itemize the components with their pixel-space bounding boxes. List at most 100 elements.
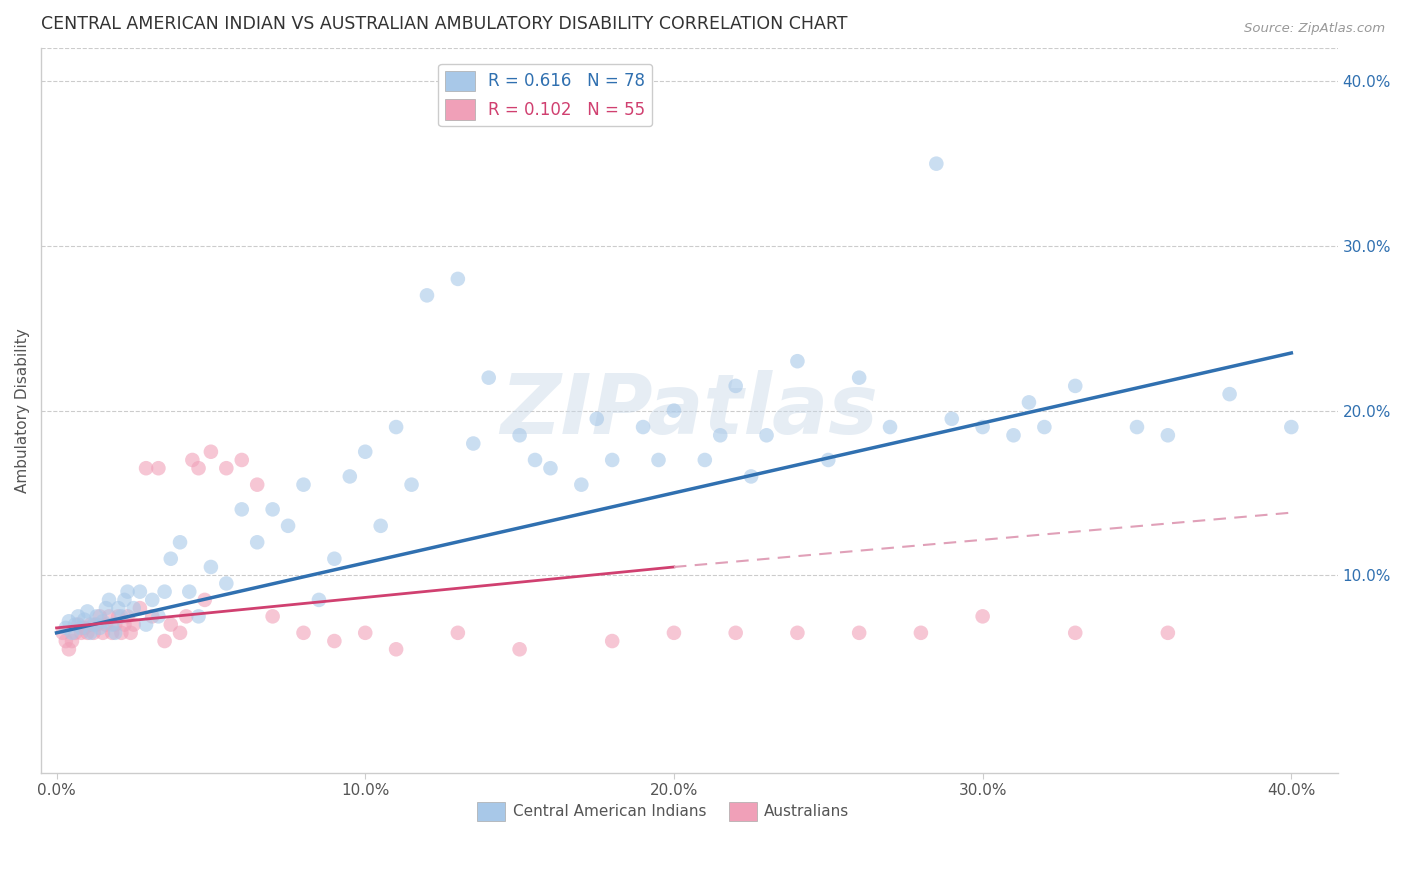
Point: [89, 609, 111, 624]
Point: [463, 436, 485, 450]
Point: [848, 370, 870, 384]
Point: [98, 593, 121, 607]
Point: [76, 604, 98, 618]
Text: CENTRAL AMERICAN INDIAN VS AUSTRALIAN AMBULATORY DISABILITY CORRELATION CHART: CENTRAL AMERICAN INDIAN VS AUSTRALIAN AM…: [41, 15, 848, 33]
Point: [122, 617, 145, 632]
Point: [231, 502, 253, 516]
Point: [740, 469, 762, 483]
Point: [128, 601, 150, 615]
Point: [91, 625, 114, 640]
Point: [817, 453, 839, 467]
Point: [67, 609, 90, 624]
Point: [354, 625, 377, 640]
Point: [724, 625, 747, 640]
Point: [187, 609, 209, 624]
Point: [1033, 420, 1056, 434]
Point: [569, 477, 592, 491]
Point: [600, 634, 623, 648]
Point: [1002, 428, 1025, 442]
Point: [73, 613, 96, 627]
Point: [246, 477, 269, 491]
Point: [786, 354, 808, 368]
Point: [662, 403, 685, 417]
Point: [385, 420, 408, 434]
Point: [128, 584, 150, 599]
Point: [200, 560, 222, 574]
Point: [101, 625, 124, 640]
Point: [76, 625, 98, 640]
Point: [941, 412, 963, 426]
Point: [63, 617, 86, 632]
Point: [631, 420, 654, 434]
Text: ZIPatlas: ZIPatlas: [501, 370, 879, 451]
Point: [972, 609, 994, 624]
Point: [1126, 420, 1149, 434]
Point: [107, 609, 129, 624]
Point: [693, 453, 716, 467]
Point: [662, 625, 685, 640]
Point: [153, 584, 176, 599]
Point: [277, 518, 299, 533]
Point: [354, 444, 377, 458]
Point: [141, 609, 163, 624]
Point: [79, 625, 101, 640]
Point: [724, 379, 747, 393]
Point: [83, 625, 105, 640]
Point: [55, 634, 77, 648]
Point: [153, 634, 176, 648]
Point: [83, 617, 105, 632]
Point: [110, 609, 132, 624]
Point: [709, 428, 731, 442]
Point: [370, 518, 392, 533]
Point: [478, 370, 501, 384]
Point: [63, 625, 86, 640]
Point: [401, 477, 423, 491]
Point: [55, 621, 77, 635]
Point: [215, 461, 238, 475]
Point: [246, 535, 269, 549]
Point: [60, 634, 83, 648]
Point: [292, 625, 315, 640]
Point: [262, 502, 284, 516]
Point: [89, 621, 111, 635]
Point: [879, 420, 901, 434]
Point: [159, 551, 181, 566]
Point: [159, 617, 181, 632]
Point: [104, 617, 127, 632]
Point: [848, 625, 870, 640]
Point: [98, 609, 121, 624]
Point: [262, 609, 284, 624]
Point: [181, 453, 204, 467]
Point: [114, 593, 136, 607]
Point: [910, 625, 932, 640]
Point: [1279, 420, 1302, 434]
Point: [174, 609, 197, 624]
Point: [416, 288, 439, 302]
Point: [925, 156, 948, 170]
Point: [117, 584, 139, 599]
Point: [179, 584, 201, 599]
Point: [86, 609, 108, 624]
Point: [215, 576, 238, 591]
Point: [117, 609, 139, 624]
Point: [786, 625, 808, 640]
Point: [323, 634, 346, 648]
Point: [323, 551, 346, 566]
Point: [585, 412, 607, 426]
Point: [1018, 395, 1040, 409]
Point: [148, 461, 170, 475]
Point: [200, 444, 222, 458]
Point: [308, 593, 330, 607]
Point: [58, 642, 80, 657]
Point: [135, 461, 157, 475]
Point: [67, 617, 90, 632]
Point: [447, 272, 470, 286]
Point: [135, 617, 157, 632]
Point: [141, 593, 163, 607]
Point: [972, 420, 994, 434]
Point: [169, 535, 191, 549]
Point: [231, 453, 253, 467]
Point: [101, 617, 124, 632]
Point: [91, 615, 114, 629]
Point: [509, 642, 531, 657]
